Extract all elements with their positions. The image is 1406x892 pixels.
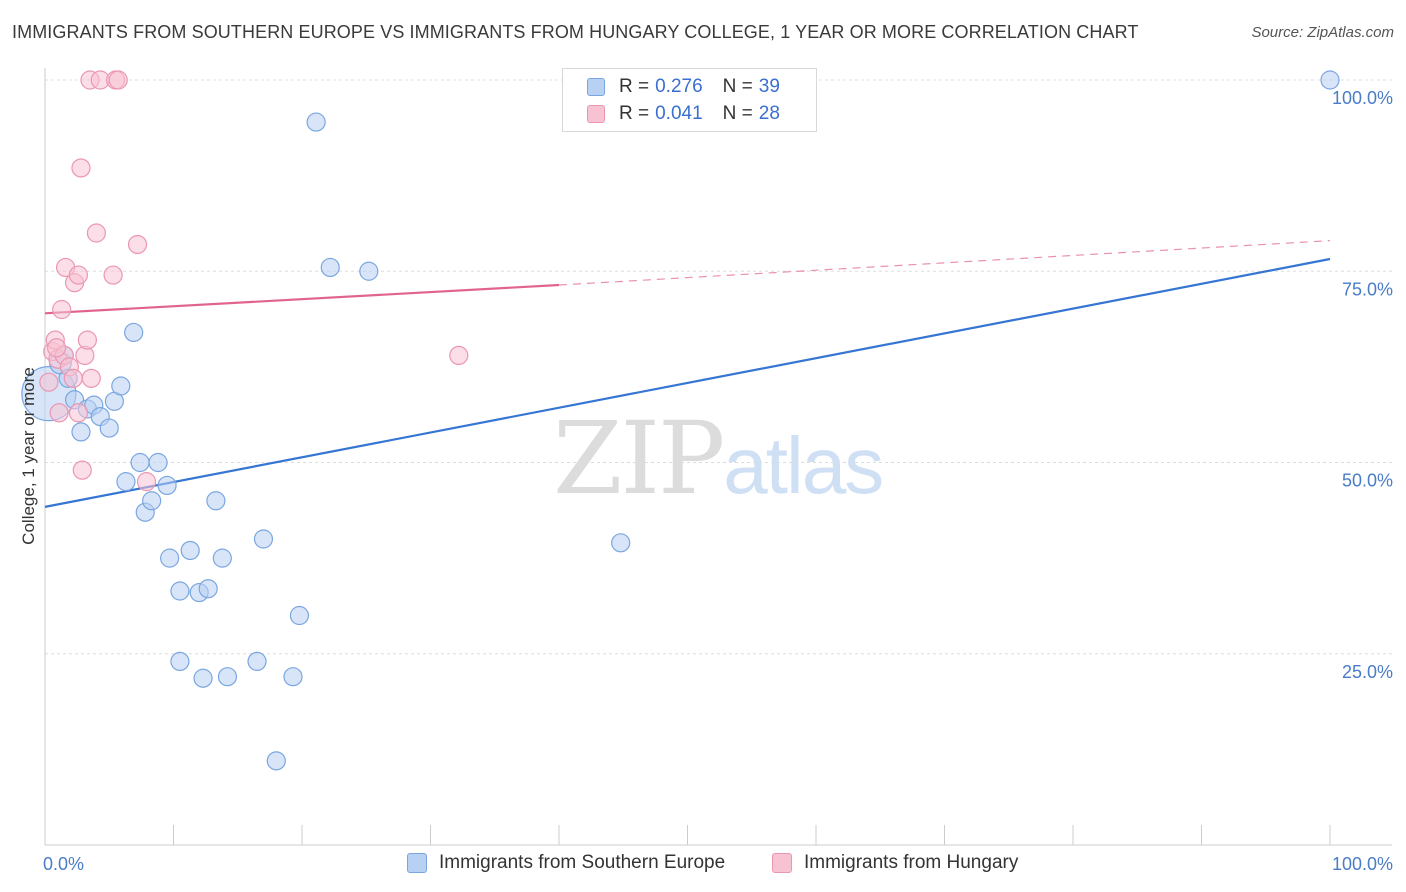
point-hungary: [52, 299, 72, 320]
point-southern-europe: [212, 548, 232, 568]
legend-r-value: 0.041: [655, 103, 703, 124]
point-hungary: [86, 223, 107, 243]
point-southern-europe: [99, 418, 119, 438]
points-layer: [21, 70, 1340, 771]
legend-row-southern-europe: R = 0.276 N = 39: [587, 75, 780, 99]
point-southern-europe: [283, 667, 303, 687]
point-southern-europe: [359, 261, 379, 281]
point-hungary: [81, 368, 101, 388]
point-southern-europe: [71, 422, 91, 442]
y-tick-label: 100.0%: [1332, 88, 1393, 108]
trendline-hungary: [44, 283, 560, 315]
point-southern-europe: [170, 581, 190, 601]
y-axis-label: College, 1 year or more: [19, 367, 38, 545]
legend-n-label: N =: [722, 103, 753, 124]
point-hungary: [49, 403, 69, 423]
legend-n-label: N =: [722, 76, 753, 97]
legend-n-value: 39: [758, 76, 780, 97]
label-layer: 25.0% 50.0% 75.0% 100.0% 0.0% 100.0%: [43, 88, 1393, 874]
point-southern-europe: [142, 491, 162, 511]
point-hungary: [63, 368, 83, 388]
point-hungary: [72, 460, 92, 480]
source-credit: Source: ZipAtlas.com: [1251, 24, 1394, 41]
point-southern-europe: [198, 579, 218, 599]
bottom-legend-swatch-blue: [407, 853, 427, 873]
chart-title: IMMIGRANTS FROM SOUTHERN EUROPE VS IMMIG…: [12, 22, 1139, 42]
axis-layer: [44, 68, 1392, 846]
y-tick-label: 25.0%: [1342, 662, 1393, 682]
trend-layer: [44, 240, 1331, 508]
point-southern-europe: [289, 605, 310, 626]
point-southern-europe: [124, 322, 144, 343]
legend-swatch-blue: [587, 78, 605, 96]
bottom-legend-hungary: Immigrants from Hungary: [772, 852, 1018, 874]
point-southern-europe: [253, 529, 274, 549]
legend-row-hungary: R = 0.041 N = 28: [587, 102, 780, 126]
point-southern-europe: [170, 651, 190, 672]
point-hungary: [103, 265, 123, 285]
point-hungary: [71, 158, 91, 178]
x-tick-label: 100.0%: [1332, 854, 1393, 874]
point-southern-europe: [320, 257, 340, 278]
point-southern-europe: [180, 540, 200, 561]
point-southern-europe: [116, 472, 136, 492]
point-southern-europe: [160, 548, 180, 568]
legend-r-value: 0.276: [655, 76, 703, 97]
point-hungary: [77, 330, 98, 350]
trendline-southern-europe: [44, 257, 1331, 508]
point-hungary: [127, 234, 148, 255]
point-southern-europe: [306, 112, 326, 132]
legend-swatch-pink: [587, 105, 605, 123]
bottom-legend-southern-europe: Immigrants from Southern Europe: [407, 852, 725, 874]
legend-n-value: 28: [758, 103, 780, 124]
point-hungary: [136, 472, 157, 492]
point-hungary: [46, 338, 67, 358]
bottom-legend-label: Immigrants from Hungary: [804, 852, 1019, 873]
point-southern-europe: [157, 475, 177, 496]
point-southern-europe: [611, 533, 631, 553]
bottom-legend-swatch-pink: [772, 853, 792, 873]
point-southern-europe: [247, 651, 267, 672]
x-tick-label: 0.0%: [43, 854, 84, 874]
legend-r-label: R =: [619, 103, 650, 124]
point-hungary: [39, 372, 59, 392]
trendline-hungary-extension: [558, 240, 1331, 286]
point-southern-europe: [206, 491, 226, 511]
point-southern-europe: [193, 668, 213, 688]
grid-layer: [45, 79, 1392, 655]
point-southern-europe: [111, 376, 131, 396]
correlation-legend: R = 0.276 N = 39 R = 0.041 N = 28: [562, 68, 817, 132]
point-southern-europe: [217, 667, 238, 687]
y-tick-label: 50.0%: [1342, 471, 1393, 491]
point-southern-europe: [1320, 70, 1340, 90]
legend-r-label: R =: [619, 76, 650, 97]
point-southern-europe: [148, 452, 168, 473]
point-hungary: [68, 265, 89, 285]
point-hungary: [108, 70, 128, 90]
bottom-legend-label: Immigrants from Southern Europe: [439, 852, 726, 873]
point-hungary: [449, 345, 469, 365]
point-southern-europe: [266, 751, 286, 771]
point-hungary: [68, 403, 89, 423]
y-tick-label: 75.0%: [1342, 279, 1393, 299]
point-southern-europe: [130, 452, 150, 473]
